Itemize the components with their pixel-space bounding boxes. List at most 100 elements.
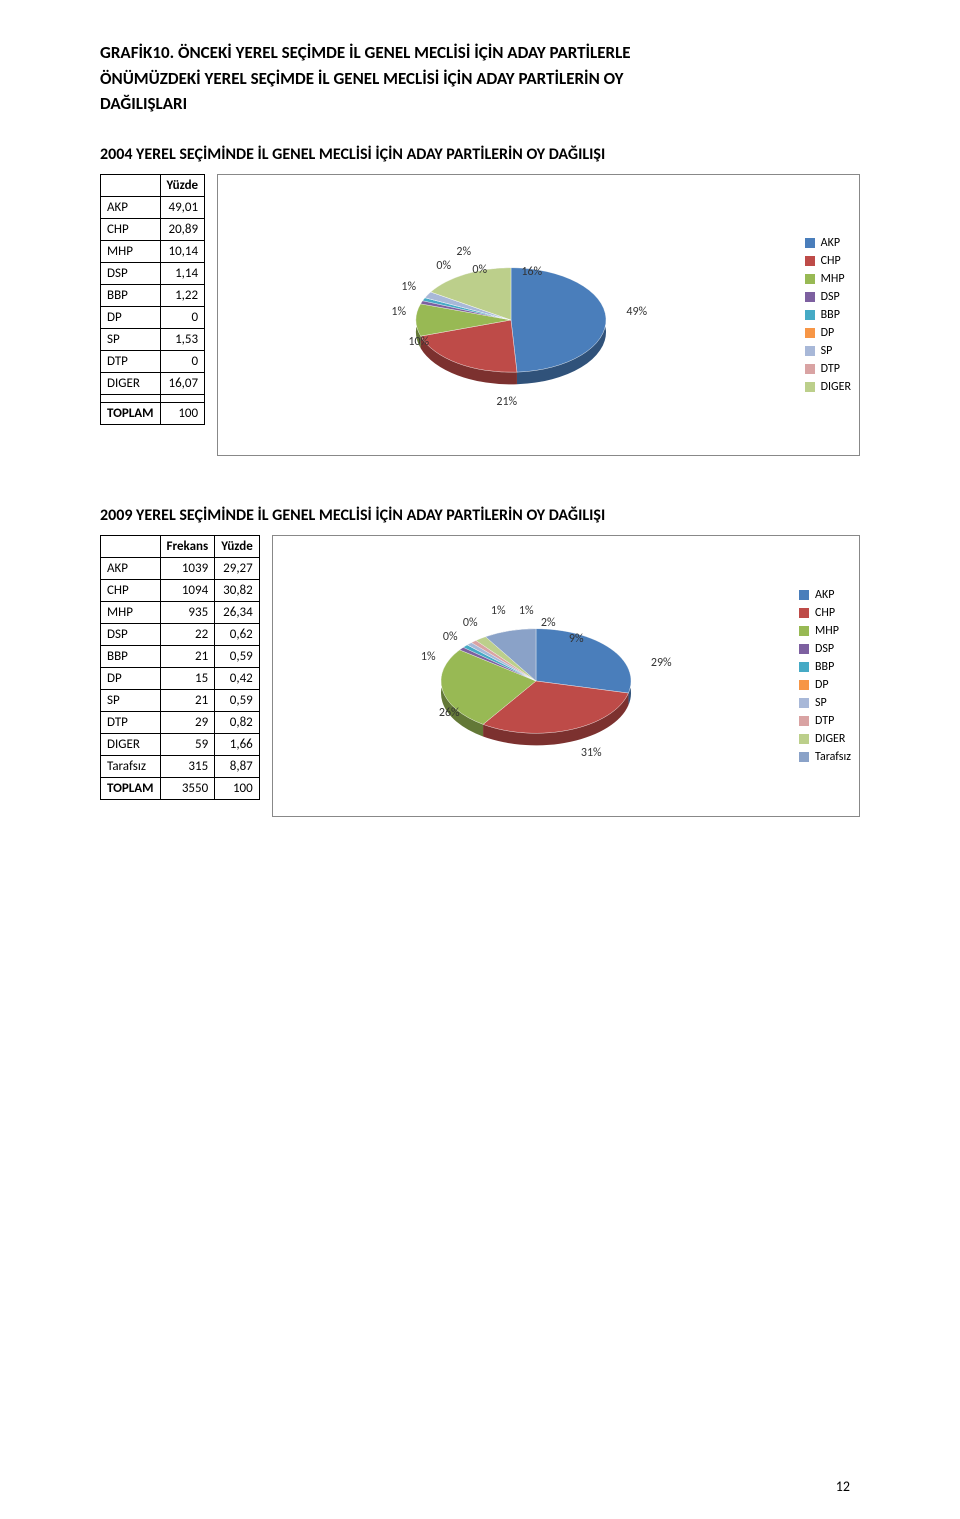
chart-2009: 29%31%26%9%2%1%1%0%0%1% AKPCHPMHPDSPBBPD…	[272, 535, 860, 817]
chart-label: 0%	[443, 630, 458, 644]
chart-label: 1%	[491, 604, 506, 618]
legend-item: DTP	[805, 362, 851, 376]
legend-swatch	[799, 716, 809, 726]
row-pct: 49,01	[160, 196, 205, 218]
table-row: DSP220,62	[101, 623, 260, 645]
table-row: DTP0	[101, 350, 205, 372]
row-label: DIGER	[101, 733, 161, 755]
legend-item: CHP	[805, 254, 851, 268]
chart-label: 2%	[456, 245, 471, 259]
row-label: DP	[101, 306, 161, 328]
table-row: DSP1,14	[101, 262, 205, 284]
row-freq: 1094	[160, 579, 215, 601]
legend-label: DSP	[821, 290, 840, 304]
chart-label: 21%	[496, 395, 517, 409]
legend-label: SP	[821, 344, 833, 358]
table-total: TOPLAM100	[101, 402, 205, 424]
chart-label: 2%	[541, 616, 556, 630]
table-row: DTP290,82	[101, 711, 260, 733]
legend-swatch	[805, 292, 815, 302]
row-freq: 1039	[160, 557, 215, 579]
legend-item: AKP	[799, 588, 851, 602]
legend-item: DIGER	[805, 380, 851, 394]
legend-swatch	[805, 328, 815, 338]
row-label: Tarafsız	[101, 755, 161, 777]
table-row: DP0	[101, 306, 205, 328]
chart-label: 0%	[436, 259, 451, 273]
row-pct: 0,59	[215, 645, 260, 667]
row-freq: 29	[160, 711, 215, 733]
heading-line2: ÖNÜMÜZDEKİ YEREL SEÇİMDE İL GENEL MECLİS…	[100, 66, 860, 92]
row-pct: 0,62	[215, 623, 260, 645]
legend-label: MHP	[821, 272, 845, 286]
legend-swatch	[805, 310, 815, 320]
row-label: MHP	[101, 601, 161, 623]
legend-label: BBP	[821, 308, 840, 322]
legend-label: DTP	[821, 362, 840, 376]
legend-item: DTP	[799, 714, 851, 728]
row-label: BBP	[101, 284, 161, 306]
table-row: AKP49,01	[101, 196, 205, 218]
chart-label: 10%	[408, 335, 429, 349]
table-2004: Yüzde AKP49,01CHP20,89MHP10,14DSP1,14BBP…	[100, 174, 205, 425]
row-label: CHP	[101, 579, 161, 601]
legend-swatch	[799, 680, 809, 690]
legend-2004: AKP CHP MHP DSP BBP DP SP DTP DIGER	[805, 232, 851, 398]
legend-item: DSP	[805, 290, 851, 304]
row-pct: 0,42	[215, 667, 260, 689]
row-label: DSP	[101, 262, 161, 284]
legend-label: DP	[821, 326, 835, 340]
legend-swatch	[799, 626, 809, 636]
row-freq: 15	[160, 667, 215, 689]
row-pct: 29,27	[215, 557, 260, 579]
table-row: MHP10,14	[101, 240, 205, 262]
row-freq: 22	[160, 623, 215, 645]
legend-label: DIGER	[821, 380, 851, 394]
legend-item: MHP	[805, 272, 851, 286]
legend-label: DIGER	[815, 732, 845, 746]
row-pct: 1,22	[160, 284, 205, 306]
chart-label: 16%	[521, 265, 542, 279]
table-row: DIGER591,66	[101, 733, 260, 755]
legend-swatch	[799, 662, 809, 672]
legend-swatch	[799, 734, 809, 744]
row-pct: 1,14	[160, 262, 205, 284]
row-pct: 20,89	[160, 218, 205, 240]
section-2009: Frekans Yüzde AKP103929,27CHP109430,82MH…	[100, 535, 860, 817]
row-label: DSP	[101, 623, 161, 645]
legend-label: Tarafsız	[815, 750, 851, 764]
legend-label: DTP	[815, 714, 834, 728]
chart-label: 1%	[401, 280, 416, 294]
legend-swatch	[799, 698, 809, 708]
row-freq: 21	[160, 645, 215, 667]
table-2009-h2: Frekans	[160, 535, 215, 557]
chart-label: 26%	[439, 706, 460, 720]
legend-label: DP	[815, 678, 829, 692]
table-row: SP210,59	[101, 689, 260, 711]
legend-swatch	[799, 644, 809, 654]
legend-item: AKP	[805, 236, 851, 250]
row-label: DTP	[101, 350, 161, 372]
row-label: AKP	[101, 557, 161, 579]
row-freq: 935	[160, 601, 215, 623]
row-pct: 0,59	[215, 689, 260, 711]
row-freq: 59	[160, 733, 215, 755]
chart-label: 1%	[519, 604, 534, 618]
legend-swatch	[805, 256, 815, 266]
legend-label: SP	[815, 696, 827, 710]
row-label: SP	[101, 328, 161, 350]
table-row: CHP20,89	[101, 218, 205, 240]
row-label: AKP	[101, 196, 161, 218]
row-label: CHP	[101, 218, 161, 240]
legend-item: DP	[799, 678, 851, 692]
legend-label: AKP	[821, 236, 840, 250]
table-row: BBP210,59	[101, 645, 260, 667]
row-pct: 1,66	[215, 733, 260, 755]
legend-swatch	[805, 238, 815, 248]
row-freq: 21	[160, 689, 215, 711]
chart-label: 29%	[651, 656, 672, 670]
chart-2004: 49%21%10%16%2%0%1%1%0% AKPCHPMHPDSPBBPDP…	[217, 174, 860, 456]
legend-item: DP	[805, 326, 851, 340]
table-row: DP150,42	[101, 667, 260, 689]
row-label: DIGER	[101, 372, 161, 394]
